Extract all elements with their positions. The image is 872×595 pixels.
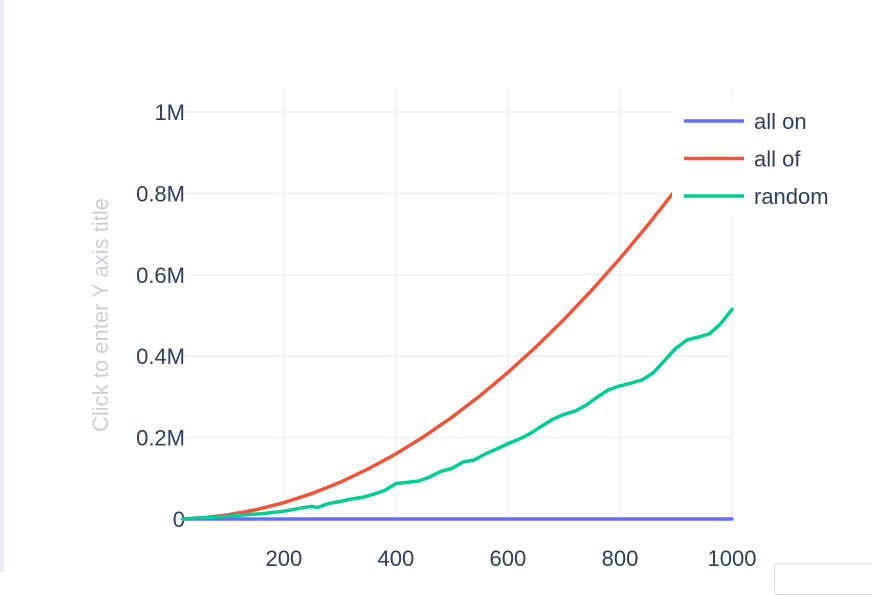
x-tick-labels: 200 400 600 800 1000	[265, 546, 756, 571]
x-tick-label: 400	[378, 546, 415, 571]
y-axis-title[interactable]: Click to enter Y axis title	[88, 198, 113, 432]
y-tick-label: 0.6M	[136, 263, 185, 288]
legend[interactable]: all on all of random	[672, 100, 872, 218]
legend-label[interactable]: all of	[754, 147, 801, 172]
modebar-corner	[774, 563, 872, 595]
line-chart: 0 0.2M 0.4M 0.6M 0.8M 1M 200 400 600 800 1000 Cli…	[88, 90, 872, 571]
window-left-edge	[0, 0, 4, 572]
y-tick-label: 0.8M	[136, 181, 185, 206]
grid-lines	[183, 90, 733, 520]
y-tick-labels: 0 0.2M 0.4M 0.6M 0.8M 1M	[136, 100, 185, 532]
y-tick-label: 0.2M	[136, 426, 185, 451]
y-tick-label: 1M	[154, 100, 185, 125]
series-lines	[181, 110, 734, 521]
y-tick-label: 0.4M	[136, 344, 185, 369]
series-line-random	[181, 307, 734, 521]
x-tick-label: 600	[490, 546, 527, 571]
legend-label[interactable]: random	[754, 184, 829, 209]
legend-label[interactable]: all on	[754, 109, 807, 134]
series-line-all-of	[181, 110, 734, 521]
x-tick-label: 800	[602, 546, 639, 571]
y-tick-label: 0	[173, 507, 185, 532]
x-tick-label: 200	[265, 546, 302, 571]
x-tick-label: 1000	[708, 546, 757, 571]
